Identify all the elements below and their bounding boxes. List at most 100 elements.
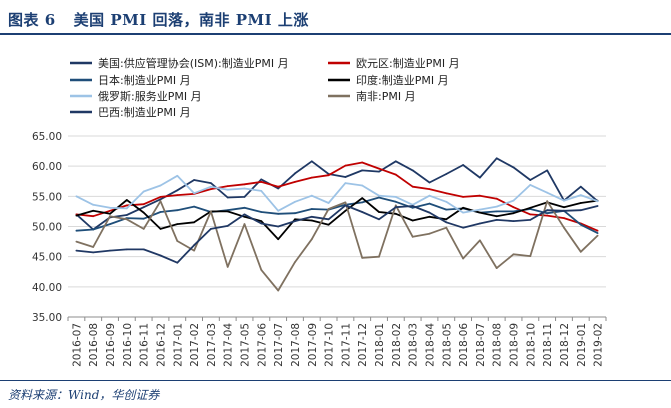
data-point-6-28	[546, 209, 549, 212]
series-4	[75, 174, 599, 214]
data-point-1-9	[226, 185, 229, 188]
x-tick-label-25: 2018-08	[492, 323, 504, 367]
series-line-5	[76, 200, 599, 292]
data-point-0-4	[142, 206, 145, 209]
source-names: Wind，华创证券	[68, 388, 160, 402]
data-point-6-27	[529, 219, 532, 221]
data-point-5-6	[176, 240, 179, 242]
data-point-5-24	[479, 239, 481, 242]
legend-label-0: 美国:供应管理协会(ISM):制造业PMI 月	[98, 56, 289, 70]
data-point-5-30	[579, 250, 582, 253]
data-point-6-20	[411, 205, 414, 207]
x-tick-label-4: 2016-11	[139, 323, 151, 367]
data-point-5-25	[495, 267, 498, 269]
data-point-3-13	[294, 218, 296, 221]
x-tick-label-3: 2016-10	[122, 323, 134, 367]
data-point-0-17	[361, 169, 364, 172]
x-tick-label-6: 2017-01	[172, 323, 184, 367]
y-tick-label-2: 55.00	[32, 191, 62, 203]
data-point-5-3	[125, 218, 128, 221]
data-point-5-28	[546, 200, 549, 203]
data-point-5-19	[394, 204, 397, 207]
data-point-3-9	[226, 210, 229, 213]
data-point-2-0	[75, 229, 78, 232]
data-point-5-2	[109, 215, 111, 218]
data-point-4-9	[226, 188, 229, 191]
data-point-4-11	[260, 190, 263, 192]
x-tick-label-19: 2018-02	[391, 323, 403, 367]
data-point-5-8	[210, 210, 212, 213]
data-point-3-3	[125, 199, 128, 201]
data-point-2-22	[445, 208, 448, 211]
series-5	[75, 200, 599, 292]
data-point-0-11	[260, 178, 263, 181]
y-tick-label-4: 45.00	[32, 252, 62, 264]
figure-title-text: 美国 PMI 回落，南非 PMI 上涨	[73, 11, 309, 29]
data-point-1-17	[361, 161, 364, 164]
legend-label-3: 印度:制造业PMI 月	[356, 73, 449, 87]
data-point-0-25	[495, 157, 498, 160]
data-point-5-31	[596, 234, 599, 237]
x-tick-label-30: 2019-01	[576, 323, 588, 367]
data-point-0-18	[378, 170, 380, 173]
y-tick-label-3: 50.00	[32, 222, 62, 234]
data-point-1-6	[176, 194, 179, 197]
title-rule	[0, 33, 671, 35]
x-tick-label-7: 2017-02	[189, 323, 201, 367]
data-point-6-13	[294, 220, 296, 223]
series-line-3	[76, 197, 598, 241]
data-point-6-19	[394, 206, 397, 209]
data-point-2-10	[243, 206, 246, 209]
data-point-6-23	[462, 226, 464, 229]
figure-title: 图表 6 美国 PMI 回落，南非 PMI 上涨	[8, 9, 309, 30]
x-axis: 2016-07 2016-08 2016-09 2016-10 2016-11 2016-…	[67, 316, 607, 367]
series-line-0	[75, 157, 599, 231]
x-tick-label-20: 2018-03	[408, 323, 420, 367]
data-point-1-15	[327, 174, 330, 177]
data-point-3-17	[361, 197, 364, 200]
series-3	[75, 197, 599, 241]
x-tick-label-5: 2016-12	[155, 323, 167, 367]
data-point-2-14	[310, 208, 313, 210]
data-point-5-4	[142, 228, 145, 230]
x-tick-label-28: 2018-11	[542, 323, 554, 367]
x-tick-label-26: 2018-09	[509, 323, 521, 367]
data-point-3-25	[495, 215, 498, 218]
series-line-4	[75, 174, 598, 214]
data-point-6-14	[310, 215, 313, 218]
data-point-2-25	[495, 210, 498, 213]
data-point-3-20	[411, 219, 414, 222]
legend-label-5: 南非:PMI 月	[356, 90, 416, 103]
data-point-4-26	[512, 199, 515, 202]
data-point-2-19	[394, 200, 397, 203]
x-tick-label-23: 2018-06	[458, 323, 470, 367]
data-point-4-28	[546, 191, 549, 194]
series-lines	[75, 157, 599, 292]
data-point-0-14	[310, 160, 313, 163]
data-point-0-22	[445, 173, 448, 175]
source-note: 资料来源：Wind，华创证券	[8, 386, 159, 403]
x-tick-label-31: 2019-02	[593, 323, 605, 367]
data-point-3-10	[243, 215, 246, 218]
data-point-1-18	[378, 167, 380, 170]
legend-label-2: 日本:制造业PMI 月	[98, 73, 191, 87]
data-point-2-11	[260, 211, 263, 213]
x-tick-label-14: 2017-09	[307, 323, 319, 367]
data-point-3-22	[445, 218, 448, 221]
data-point-5-11	[260, 269, 263, 271]
data-point-5-17	[361, 257, 364, 259]
data-point-2-6	[176, 209, 179, 212]
data-point-1-2	[109, 209, 111, 212]
series-6	[75, 204, 599, 264]
data-point-3-7	[193, 221, 196, 224]
data-point-0-7	[193, 179, 196, 181]
data-point-1-12	[277, 185, 280, 188]
x-tick-label-8: 2017-03	[206, 323, 218, 367]
data-point-4-21	[428, 194, 431, 197]
data-point-1-13	[294, 181, 296, 183]
data-point-5-5	[159, 200, 162, 203]
data-point-2-12	[277, 212, 280, 215]
data-point-1-31	[596, 229, 599, 232]
legend-label-6: 巴西:制造业PMI 月	[98, 105, 191, 119]
data-point-4-2	[109, 206, 111, 209]
